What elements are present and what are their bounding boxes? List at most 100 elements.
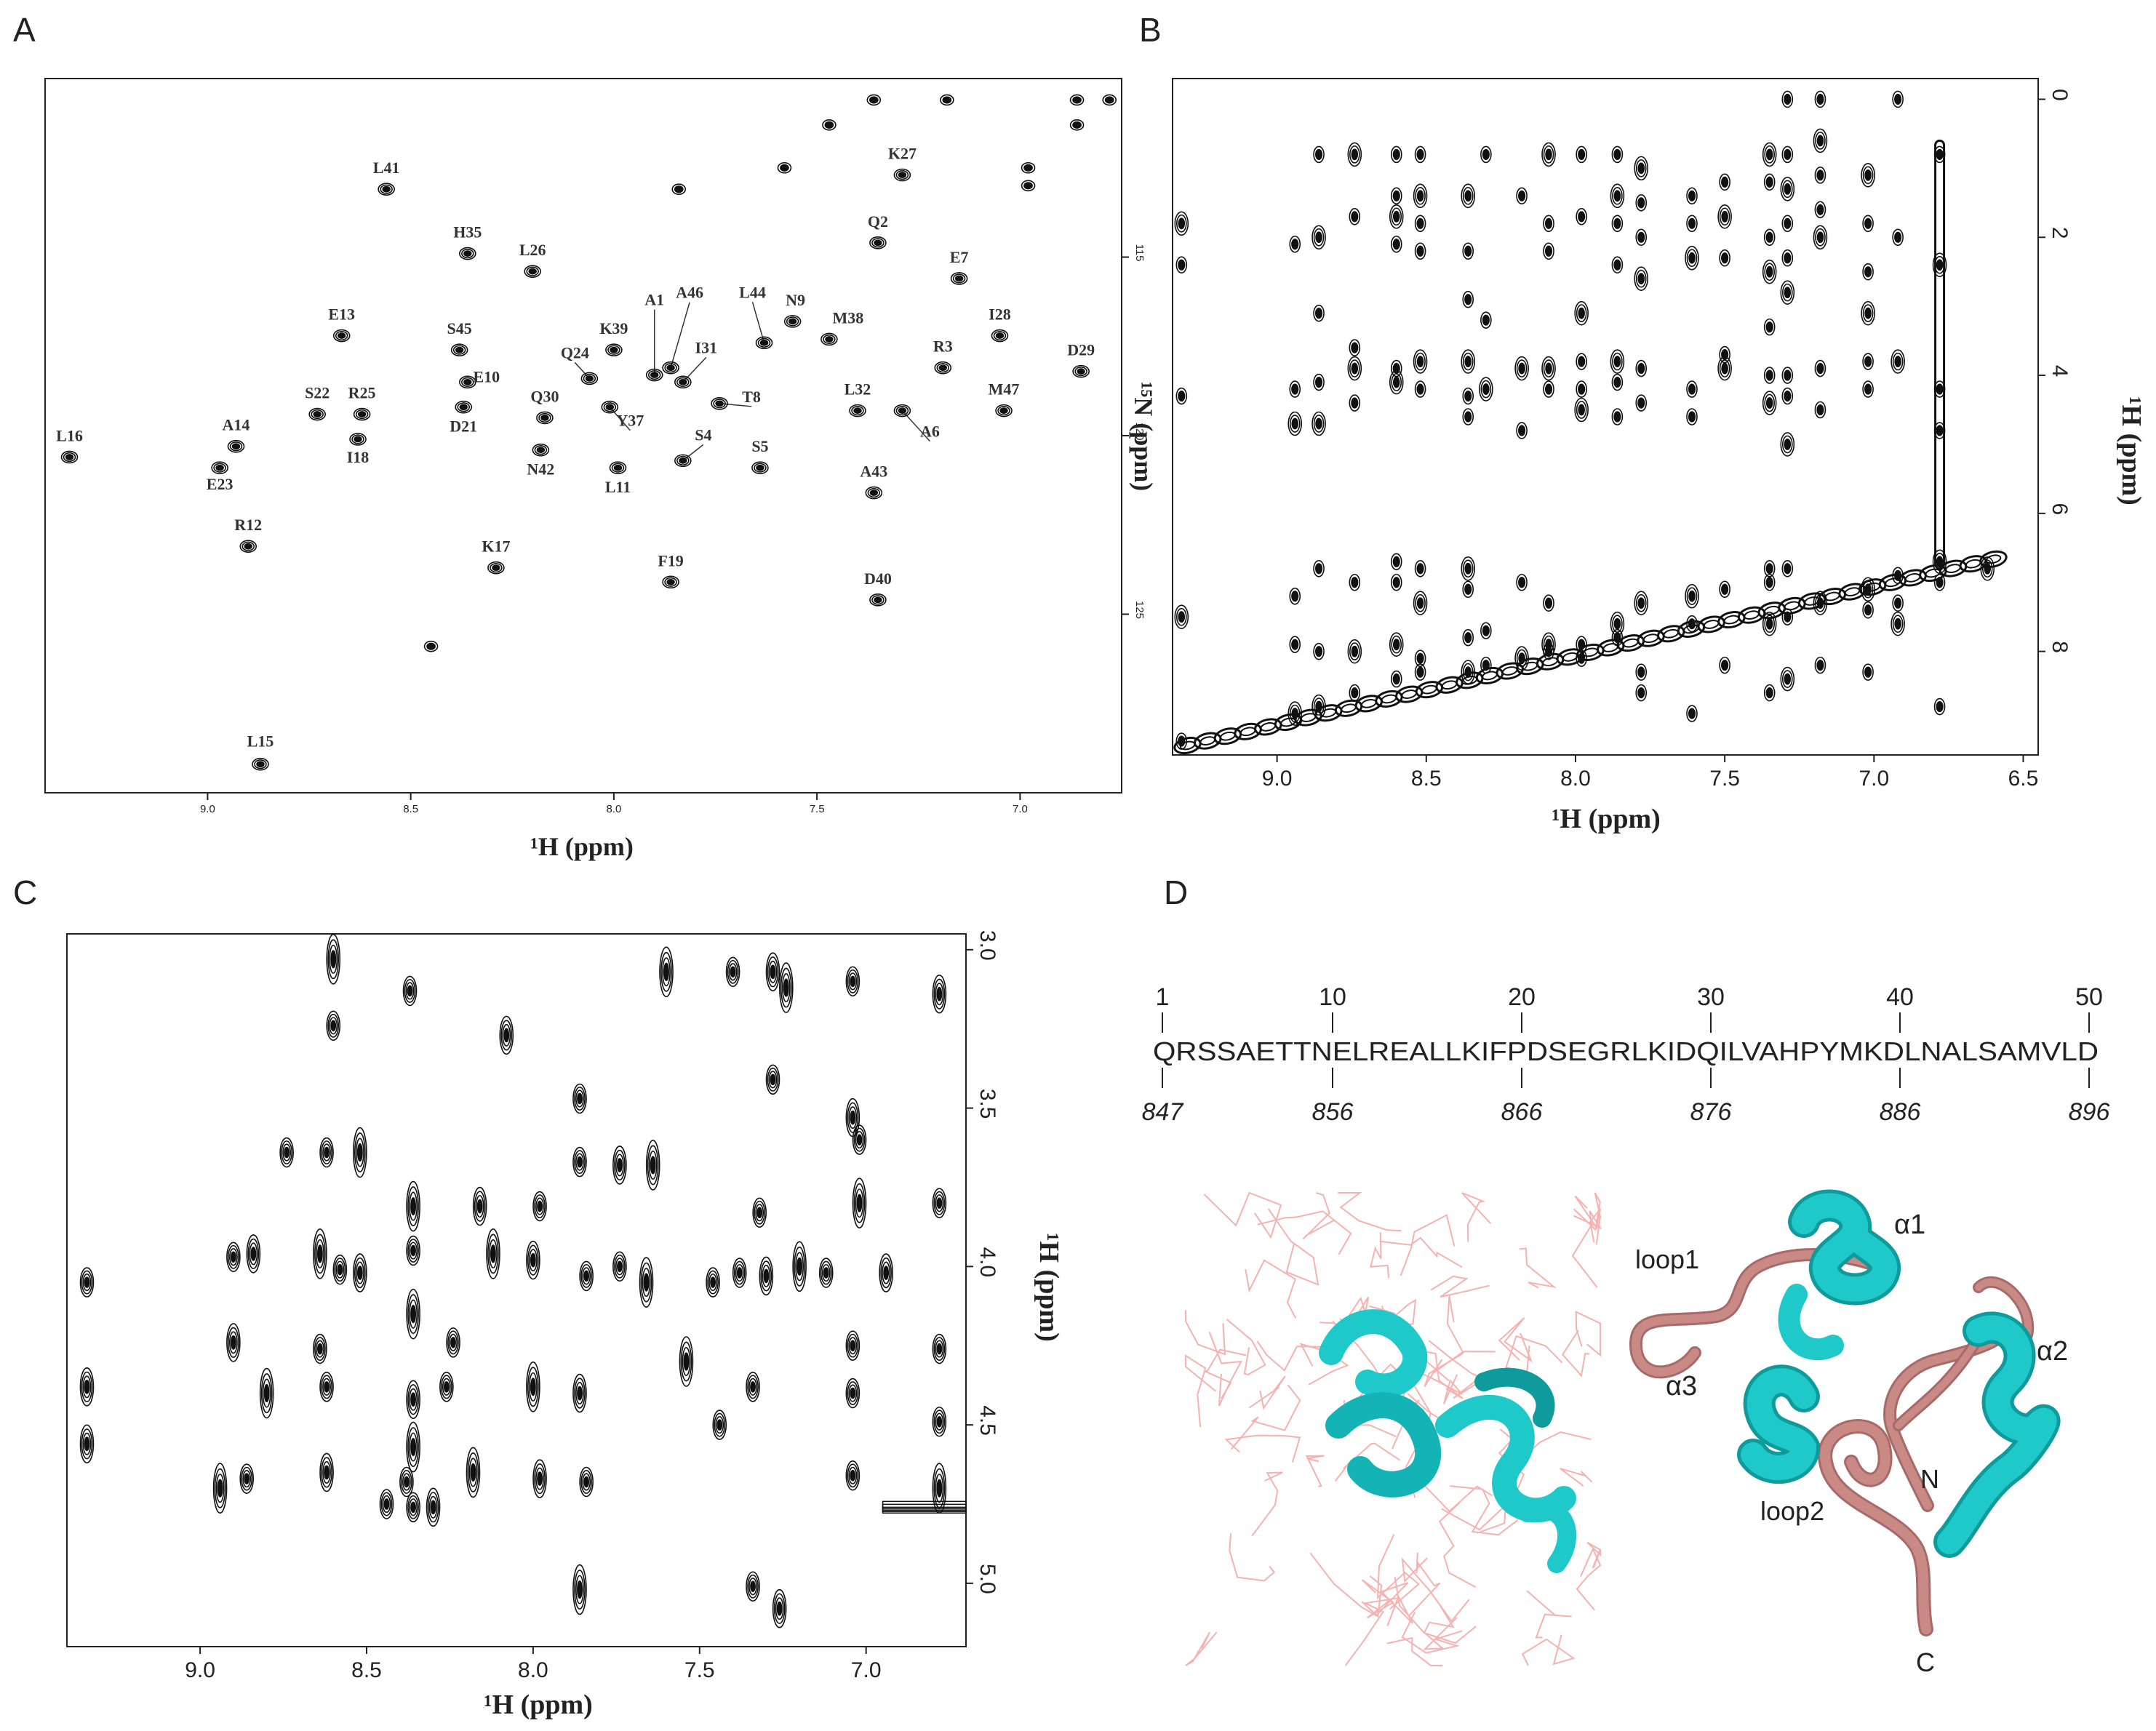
cross-peak bbox=[1763, 367, 1776, 384]
cross-peak-contour bbox=[1390, 670, 1402, 688]
cross-peak bbox=[1516, 422, 1528, 439]
peak-label-s4: S4 bbox=[695, 425, 711, 444]
peak-s5-contour bbox=[751, 461, 769, 474]
ensemble-trace bbox=[1386, 1636, 1443, 1666]
vertical-streak bbox=[1934, 139, 1946, 570]
peak-e13-contour bbox=[335, 330, 348, 341]
tocsy-peak-contour bbox=[229, 1331, 238, 1354]
tocsy-peak-contour bbox=[407, 1495, 419, 1519]
peak-n9-contour bbox=[786, 316, 799, 327]
cross-peak bbox=[1719, 173, 1730, 191]
tocsy-peak bbox=[852, 1124, 867, 1155]
cross-peak-contour bbox=[1349, 573, 1361, 591]
peak-k27 bbox=[893, 168, 911, 182]
cross-peak-contour bbox=[1480, 145, 1492, 164]
cross-peak bbox=[1861, 300, 1875, 326]
peak-k17-contour bbox=[492, 564, 500, 572]
cross-peak-contour bbox=[1174, 604, 1189, 630]
cross-peak bbox=[1514, 356, 1529, 381]
tocsy-peak-contour bbox=[936, 1415, 943, 1428]
cross-peak bbox=[1933, 573, 1946, 591]
cross-peak-contour bbox=[1610, 183, 1625, 209]
loop1-inner bbox=[1631, 1250, 1881, 1377]
tocsy-peak-contour bbox=[409, 1432, 418, 1462]
panel-c-peaks bbox=[79, 934, 967, 1628]
tocsy-peak-contour bbox=[241, 1466, 253, 1491]
tocsy-peak-contour bbox=[679, 1336, 694, 1387]
peak-e23-contour bbox=[215, 464, 224, 471]
cross-peak-contour bbox=[1864, 217, 1872, 229]
cross-peak-contour bbox=[1313, 415, 1325, 433]
cross-peak-contour bbox=[1482, 383, 1490, 395]
cross-peak-contour bbox=[1763, 318, 1776, 336]
ensemble-trace bbox=[1400, 1214, 1456, 1276]
cross-peak-contour bbox=[1613, 632, 1621, 644]
cross-peak-contour bbox=[1544, 597, 1553, 609]
cross-peak bbox=[1390, 573, 1402, 591]
cross-peak-contour bbox=[1719, 345, 1730, 364]
tocsy-peak bbox=[406, 1235, 420, 1266]
peak-d40-contour bbox=[871, 595, 885, 605]
tocsy-peak-contour bbox=[795, 1252, 804, 1282]
tocsy-peak-contour bbox=[848, 1106, 858, 1130]
peak-q30-contour bbox=[536, 411, 554, 425]
cross-peak-contour bbox=[1349, 339, 1361, 356]
tocsy-peak-contour bbox=[229, 1248, 238, 1266]
cross-peak-contour bbox=[1765, 321, 1773, 333]
tocsy-peak-contour bbox=[326, 1010, 341, 1042]
tocsy-peak-contour bbox=[329, 1017, 338, 1035]
tocsy-peak-contour bbox=[475, 1195, 484, 1218]
cross-peak bbox=[1781, 559, 1794, 577]
tocsy-peak-contour bbox=[230, 1251, 236, 1263]
ensemble-trace bbox=[1438, 1502, 1477, 1588]
cross-peak bbox=[1763, 559, 1776, 577]
tocsy-peak-contour bbox=[380, 1492, 393, 1516]
panel-c-x-axis-label: ¹H (ppm) bbox=[484, 1690, 593, 1720]
cross-peak-contour bbox=[1686, 380, 1698, 398]
cross-peak-contour bbox=[1462, 352, 1474, 371]
ensemble-trace bbox=[1249, 1375, 1286, 1410]
tocsy-peak bbox=[772, 1588, 787, 1628]
cross-peak bbox=[1541, 356, 1556, 381]
tocsy-peak-contour bbox=[228, 1244, 239, 1269]
peak-n9-contour bbox=[788, 318, 797, 325]
cross-peak-contour bbox=[1781, 145, 1794, 164]
peak-l15 bbox=[252, 757, 269, 771]
peak-label-i31: I31 bbox=[695, 338, 718, 356]
unassigned-peak-contour bbox=[866, 94, 882, 106]
cross-peak bbox=[1576, 145, 1587, 164]
tocsy-peak bbox=[932, 974, 947, 1014]
tocsy-peak-contour bbox=[534, 1463, 546, 1495]
peak-label-e13: E13 bbox=[328, 305, 355, 324]
protein-sequence: QRSSAETTNELREALLKIFPDSEGRLKIDQILVAHPYMKD… bbox=[1153, 1036, 2099, 1066]
cross-peak bbox=[1862, 353, 1874, 370]
peak-label-k27: K27 bbox=[888, 145, 917, 163]
tocsy-peak-contour bbox=[682, 1346, 691, 1377]
ensemble-lines bbox=[1185, 1191, 1602, 1666]
cross-peak bbox=[1762, 142, 1777, 167]
ensemble-trace bbox=[1344, 1596, 1400, 1666]
cross-peak-contour bbox=[1464, 190, 1472, 202]
tocsy-peak-contour bbox=[212, 1463, 228, 1514]
cross-peak bbox=[1781, 249, 1794, 267]
cross-peak bbox=[1813, 225, 1828, 250]
cross-peak bbox=[1414, 559, 1426, 577]
tocsy-peak-contour bbox=[572, 1083, 587, 1114]
cross-peak bbox=[1719, 580, 1730, 599]
cross-peak-contour bbox=[1391, 635, 1402, 654]
tocsy-peak-contour bbox=[402, 1473, 411, 1491]
cross-peak bbox=[1175, 732, 1188, 750]
tocsy-peak-contour bbox=[583, 1270, 590, 1282]
cross-peak-contour bbox=[1462, 186, 1474, 205]
tocsy-peak-contour bbox=[933, 1191, 946, 1215]
cross-peak-contour bbox=[1814, 359, 1826, 377]
peak-e23 bbox=[211, 461, 228, 474]
cross-peak bbox=[1574, 300, 1589, 326]
peak-a6 bbox=[893, 404, 911, 417]
cross-peak-contour bbox=[1894, 617, 1901, 630]
tocsy-peak-contour bbox=[382, 1495, 391, 1514]
peak-q30 bbox=[536, 411, 554, 425]
cross-peak-contour bbox=[1864, 356, 1872, 367]
peak-r25 bbox=[353, 407, 371, 421]
peak-label-i28: I28 bbox=[989, 305, 1011, 324]
